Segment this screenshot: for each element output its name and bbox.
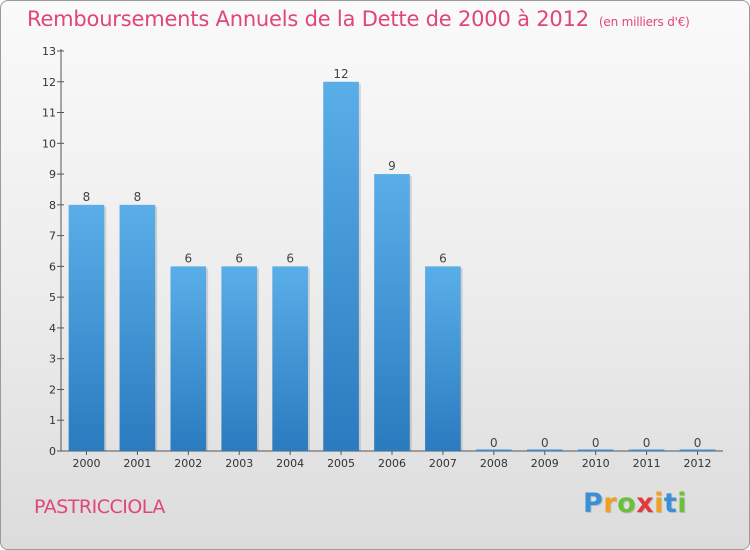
x-tick-label: 2012 [684, 457, 712, 470]
y-tick-label: 8 [49, 199, 56, 212]
bar [374, 174, 410, 452]
logo-letter: i [677, 488, 688, 519]
data-label: 8 [83, 190, 91, 204]
data-label: 0 [592, 436, 600, 450]
x-tick-label: 2003 [225, 457, 253, 470]
data-label: 8 [134, 190, 142, 204]
y-tick-label: 2 [49, 383, 56, 396]
logo-letter: r [603, 488, 618, 519]
x-tick-label: 2006 [378, 457, 406, 470]
bar [476, 449, 512, 451]
y-tick-label: 6 [49, 260, 56, 273]
x-tick-label: 2000 [72, 457, 100, 470]
bar [272, 266, 308, 451]
y-tick-label: 5 [49, 291, 56, 304]
y-tick-label: 13 [42, 45, 56, 58]
bar [425, 266, 461, 451]
logo-letter: t [663, 488, 678, 519]
chart-title: Remboursements Annuels de la Dette de 20… [27, 7, 690, 31]
y-tick-label: 4 [49, 322, 56, 335]
chart-unit: (en milliers d'€) [598, 15, 690, 29]
logo-letter: P [583, 488, 604, 519]
x-tick-label: 2010 [582, 457, 610, 470]
data-label: 6 [439, 251, 447, 265]
logo-letter: o [617, 488, 637, 519]
data-label: 0 [694, 436, 702, 450]
x-tick-label: 2009 [531, 457, 559, 470]
bar [628, 449, 665, 451]
y-tick-label: 1 [49, 414, 56, 427]
data-label: 6 [184, 251, 192, 265]
bar [119, 204, 156, 451]
x-tick-label: 2011 [633, 457, 661, 470]
y-tick-label: 10 [42, 137, 56, 150]
bar [323, 81, 359, 452]
x-tick-label: 2008 [480, 457, 508, 470]
chart-labels: 2000 8 2001 8 2002 6 2003 6 2004 6 2005 12 2006 9 2007… [72, 67, 711, 470]
bar [679, 449, 716, 451]
y-tick-label: 11 [42, 107, 56, 120]
y-tick-label: 0 [49, 445, 56, 458]
x-tick-label: 2004 [276, 457, 304, 470]
x-tick-label: 2007 [429, 457, 457, 470]
x-tick-label: 2001 [123, 457, 151, 470]
bar [170, 266, 207, 451]
chart-title-text: Remboursements Annuels de la Dette de 20… [27, 7, 589, 31]
data-label: 12 [333, 67, 348, 81]
data-label: 6 [286, 251, 294, 265]
y-tick-label: 12 [42, 76, 56, 89]
y-tick-label: 7 [49, 230, 56, 243]
x-tick-label: 2002 [174, 457, 202, 470]
x-tick-label: 2005 [327, 457, 355, 470]
logo-letter: x [636, 488, 655, 519]
y-tick-label: 3 [49, 353, 56, 366]
data-label: 6 [235, 251, 243, 265]
data-label: 0 [643, 436, 651, 450]
commune-name: PASTRICCIOLA [34, 496, 165, 518]
bar [577, 449, 614, 451]
logo-letter: i [654, 488, 664, 519]
data-label: 9 [388, 159, 396, 173]
proxiti-logo: Proxiti [583, 488, 687, 519]
bar [68, 204, 105, 451]
data-label: 0 [541, 436, 549, 450]
y-tick-label: 9 [49, 168, 56, 181]
chart-bars [68, 81, 716, 452]
data-label: 0 [490, 436, 498, 450]
bar [526, 449, 563, 451]
bar [221, 266, 258, 451]
